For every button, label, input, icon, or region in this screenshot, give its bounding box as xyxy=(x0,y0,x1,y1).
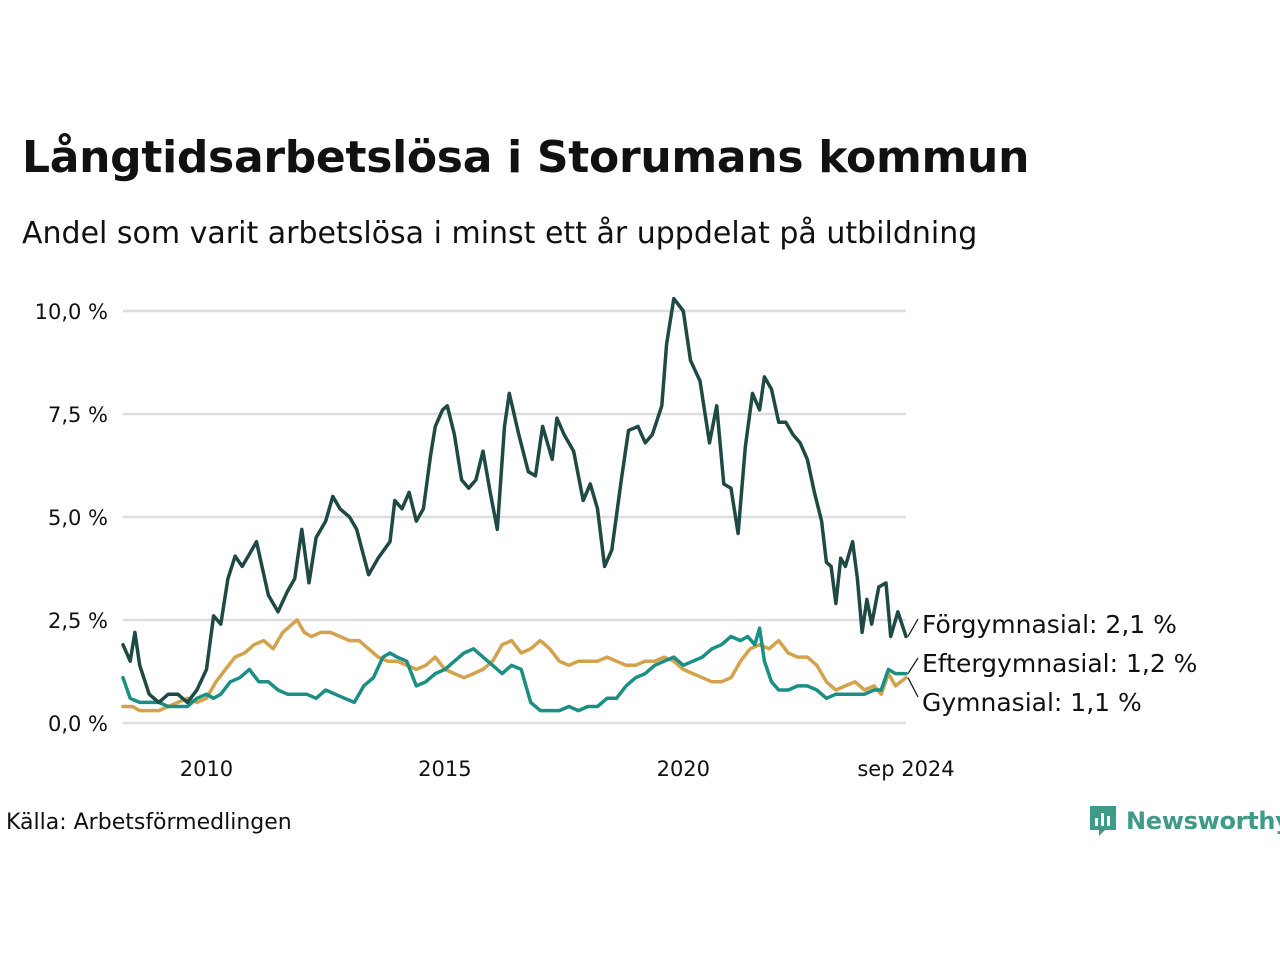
series-labels: Förgymnasial: 2,1 % Eftergymnasial: 1,2 %… xyxy=(907,610,1197,717)
newsworthy-logo-icon xyxy=(1090,806,1116,836)
series-lines xyxy=(121,296,908,713)
x-tick-label: 2010 xyxy=(180,757,233,781)
series-label: Gymnasial: 1,1 % xyxy=(922,688,1142,717)
series-label: Eftergymnasial: 1,2 % xyxy=(922,649,1197,678)
newsworthy-logo: Newsworthy xyxy=(1088,804,1280,838)
brand-name: Newsworthy xyxy=(1126,807,1280,835)
source-note: Källa: Arbetsförmedlingen xyxy=(6,810,292,835)
y-tick-label: 10,0 % xyxy=(35,300,108,324)
series-line-förgymnasial xyxy=(121,296,908,705)
series-line-eftergymnasial xyxy=(121,626,908,713)
chart-subtitle: Andel som varit arbetslösa i minst ett å… xyxy=(22,216,978,251)
chart-title: Långtidsarbetslösa i Storumans kommun xyxy=(22,132,1030,183)
y-tick-label: 2,5 % xyxy=(48,609,108,633)
x-tick-label: 2015 xyxy=(418,757,471,781)
series-line-gymnasial xyxy=(121,618,908,713)
leader-line xyxy=(907,677,919,698)
x-tick-label: sep 2024 xyxy=(857,757,954,781)
y-tick-label: 7,5 % xyxy=(48,403,108,427)
x-tick-label: 2020 xyxy=(657,757,710,781)
gridlines xyxy=(123,309,906,725)
leader-line xyxy=(907,618,919,637)
y-tick-label: 0,0 % xyxy=(48,712,108,736)
y-axis: 0,0 % 2,5 % 5,0 % 7,5 % 10,0 % xyxy=(35,300,108,736)
leader-line xyxy=(907,657,919,674)
x-axis: 2010 2015 2020 sep 2024 xyxy=(180,757,955,781)
series-label: Förgymnasial: 2,1 % xyxy=(922,610,1177,639)
y-tick-label: 5,0 % xyxy=(48,506,108,530)
